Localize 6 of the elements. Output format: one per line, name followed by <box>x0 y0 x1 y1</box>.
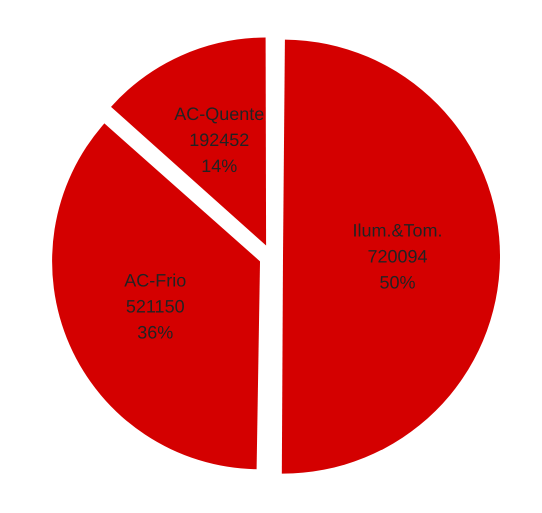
data-label: 521150 36% <box>126 296 185 342</box>
slice-label: AC-Frio <box>124 270 186 290</box>
data-label: 720094 50% <box>367 246 428 292</box>
data-label: 192452 14% <box>189 130 250 176</box>
slice-label: Ilum.&Tom. <box>352 220 443 240</box>
slice-label: AC-Quente <box>174 104 264 124</box>
